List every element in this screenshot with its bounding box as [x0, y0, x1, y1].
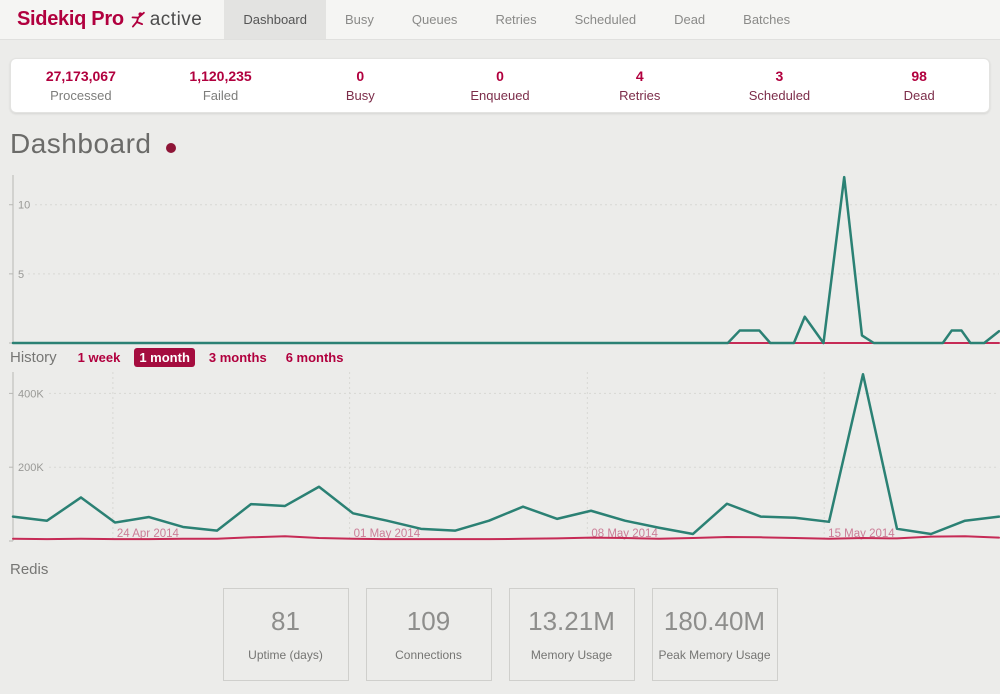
- stat-value-enqueued: 0: [496, 67, 504, 84]
- stat-label-busy[interactable]: Busy: [345, 87, 375, 103]
- period-3-months[interactable]: 3 months: [208, 349, 267, 365]
- stat-label-retries[interactable]: Retries: [619, 87, 661, 103]
- realtime-chart: 5 10: [9, 175, 1000, 345]
- navbar: Sidekiq Pro active Dashboard Busy Queues Re…: [0, 0, 1000, 40]
- nav-tabs: Dashboard Busy Queues Retries Scheduled Dead B…: [224, 0, 809, 39]
- tab-batches[interactable]: Batches: [743, 12, 791, 27]
- brand-name: Sidekiq Pro: [17, 8, 124, 30]
- redis-card-connections: 109 Connections: [365, 588, 492, 681]
- tab-dashboard[interactable]: Dashboard: [224, 0, 326, 39]
- processed-line: [11, 175, 1000, 345]
- y-tick-label: 400K: [18, 388, 44, 400]
- failed-line: [12, 535, 1000, 541]
- period-6-months[interactable]: 6 months: [285, 349, 344, 365]
- redis-value: 180.40M: [663, 605, 766, 636]
- y-tick-label: 5: [18, 269, 24, 281]
- redis-card-memory-usage: 13.21M Memory Usage: [508, 588, 635, 681]
- stat-label-dead[interactable]: Dead: [903, 87, 935, 103]
- redis-heading: Redis: [10, 561, 49, 578]
- stat-value-busy: 0: [356, 67, 365, 84]
- stat-label-processed: Processed: [50, 87, 112, 103]
- stat-scheduled[interactable]: 3 Scheduled: [710, 66, 850, 105]
- history-heading: History: [10, 348, 57, 366]
- tab-dead[interactable]: Dead: [674, 12, 706, 27]
- redis-value: 81: [271, 605, 300, 636]
- redis-card-label: Peak Memory Usage: [658, 647, 771, 662]
- y-tick-label: 10: [18, 200, 30, 212]
- stat-value-retries: 4: [635, 67, 644, 84]
- stat-failed: 1,120,235 Failed: [151, 66, 291, 105]
- tab-retries[interactable]: Retries: [495, 12, 537, 27]
- sidekiq-ninja-icon: [129, 10, 146, 29]
- redis-card-label: Connections: [395, 647, 462, 662]
- history-row: History 1 week 1 month 3 months 6 months: [10, 347, 357, 367]
- redis-stats: 81 Uptime (days) 109 Connections 13.21M Memor…: [0, 588, 1000, 681]
- tab-busy[interactable]: Busy: [344, 12, 374, 27]
- redis-card-label: Uptime (days): [248, 647, 323, 662]
- x-tick-label: 01 May 2014: [354, 528, 421, 540]
- stat-value-scheduled: 3: [775, 67, 784, 84]
- x-tick-label: 24 Apr 2014: [117, 528, 180, 540]
- live-poll-beacon-icon: [166, 143, 177, 153]
- brand[interactable]: Sidekiq Pro active: [0, 0, 212, 39]
- stat-label-scheduled[interactable]: Scheduled: [748, 87, 811, 103]
- period-1-month[interactable]: 1 month: [134, 347, 195, 367]
- brand-hostname: active: [149, 8, 203, 30]
- stat-retries[interactable]: 4 Retries: [570, 66, 710, 105]
- tab-scheduled[interactable]: Scheduled: [574, 12, 637, 27]
- tab-queues[interactable]: Queues: [411, 12, 458, 27]
- stat-label-enqueued[interactable]: Enqueued: [470, 87, 530, 103]
- page-title-row: Dashboard: [10, 128, 177, 160]
- redis-value: 13.21M: [528, 605, 615, 636]
- page-title: Dashboard: [10, 128, 152, 159]
- history-period-selector: 1 week 1 month 3 months 6 months: [73, 347, 358, 367]
- processed-line: [11, 372, 1000, 536]
- redis-card-peak-memory-usage: 180.40M Peak Memory Usage: [651, 588, 778, 681]
- period-1-week[interactable]: 1 week: [77, 349, 121, 365]
- stat-value-failed: 1,120,235: [189, 67, 252, 84]
- x-tick-label: 15 May 2014: [828, 528, 895, 540]
- stat-value-processed: 27,173,067: [45, 67, 116, 84]
- stat-label-failed: Failed: [202, 87, 239, 103]
- stat-dead[interactable]: 98 Dead: [849, 66, 989, 105]
- stat-value-dead: 98: [911, 67, 927, 84]
- stat-busy[interactable]: 0 Busy: [290, 66, 430, 105]
- y-tick-label: 200K: [18, 462, 44, 474]
- stat-processed: 27,173,067 Processed: [11, 66, 151, 105]
- redis-card-uptime-days-: 81 Uptime (days): [222, 588, 349, 681]
- redis-card-label: Memory Usage: [530, 647, 613, 662]
- stats-bar: 27,173,067 Processed 1,120,235 Failed 0 Busy 0…: [10, 58, 990, 113]
- redis-value: 109: [406, 605, 451, 636]
- stat-enqueued[interactable]: 0 Enqueued: [430, 66, 570, 105]
